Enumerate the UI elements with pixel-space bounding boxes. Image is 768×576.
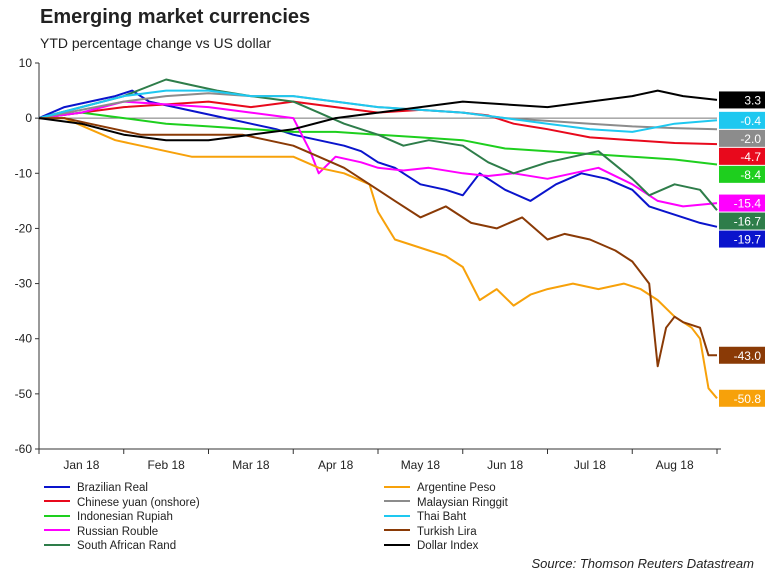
series-line-thai-baht [38,89,718,133]
legend-label: Indonesian Rupiah [77,511,173,523]
y-tick-label: -10 [15,166,33,180]
legend-item: Dollar Index [384,539,478,553]
end-label-box [719,91,765,109]
legend-label: Russian Rouble [77,525,159,538]
x-tick-label: May 18 [401,458,441,472]
series-line-argentine-peso [39,117,718,399]
legend-swatch [44,514,70,517]
y-tick-label: -30 [15,277,33,291]
x-tick-label: Jul 18 [574,458,606,472]
end-label-box [719,111,765,129]
legend-item: South African Rand [44,539,176,553]
legend-label: Turkish Lira [417,525,477,538]
end-label: -8.4 [740,168,761,182]
legend-item: Malaysian Ringgit [384,496,508,510]
end-label-box [719,389,765,407]
legend-swatch [44,529,70,532]
legend-label: Argentine Peso [417,482,496,494]
legend-swatch [384,514,410,517]
source-note: Source: Thomson Reuters Datastream [531,556,754,571]
y-tick-label: -50 [15,387,33,401]
legend-label: Malaysian Ringgit [417,496,508,509]
legend-item: Turkish Lira [384,525,477,539]
legend-label: South African Rand [77,540,177,552]
end-label-box [719,129,765,147]
legend-item: Chinese yuan (onshore) [44,496,200,510]
x-tick-label: Apr 18 [318,458,354,472]
end-label: -50.8 [734,392,762,406]
x-tick-label: Jun 18 [487,458,523,472]
end-label: -43.0 [734,349,762,363]
end-label: -0.4 [740,114,761,128]
series-line-dollar-index [38,89,718,142]
end-label: -19.7 [734,233,762,247]
legend-label: Chinese yuan (onshore) [77,496,200,509]
end-label: 3.3 [744,93,761,107]
chart-title: Emerging market currencies [40,6,311,28]
y-tick-label: 10 [19,56,33,70]
legend-swatch [44,485,70,488]
legend-swatch [44,543,70,546]
end-label: -15.4 [734,197,762,211]
y-tick-label: -20 [15,221,33,235]
end-label: -4.7 [740,150,761,164]
legend-swatch [384,485,410,488]
end-label: -2.0 [740,132,761,146]
x-tick-label: Jan 18 [63,458,99,472]
y-tick-label: 0 [25,111,32,125]
legend-item: Argentine Peso [384,481,496,495]
series-line-turkish-lira [39,117,717,368]
legend-item: Brazilian Real [44,481,148,495]
x-tick-label: Mar 18 [232,458,270,472]
y-tick-label: -60 [15,442,33,456]
end-label: -16.7 [734,215,762,229]
legend-item: Thai Baht [384,510,466,524]
legend-label: Dollar Index [417,540,479,552]
legend-swatch [384,529,410,532]
legend-swatch [44,500,70,503]
x-tick-label: Aug 18 [656,458,694,472]
series-line-russian-rouble [38,100,718,208]
legend-label: Brazilian Real [77,482,148,494]
legend-label: Thai Baht [417,511,467,523]
legend-swatch [384,500,410,503]
x-tick-label: Feb 18 [147,458,185,472]
legend-item: Russian Rouble [44,525,158,539]
end-label-box [719,147,765,165]
end-label-box [719,346,765,364]
series-line-brazilian-real [38,89,718,228]
legend-swatch [384,543,410,546]
chart-subtitle: YTD percentage change vs US dollar [40,35,272,51]
series-line-south-african-rand [38,78,718,211]
end-label-box [719,212,765,230]
end-label-box [719,230,765,248]
legend-item: Indonesian Rupiah [44,510,173,524]
y-tick-label: -40 [15,332,33,346]
end-label-box [719,165,765,183]
end-label-box [719,194,765,212]
